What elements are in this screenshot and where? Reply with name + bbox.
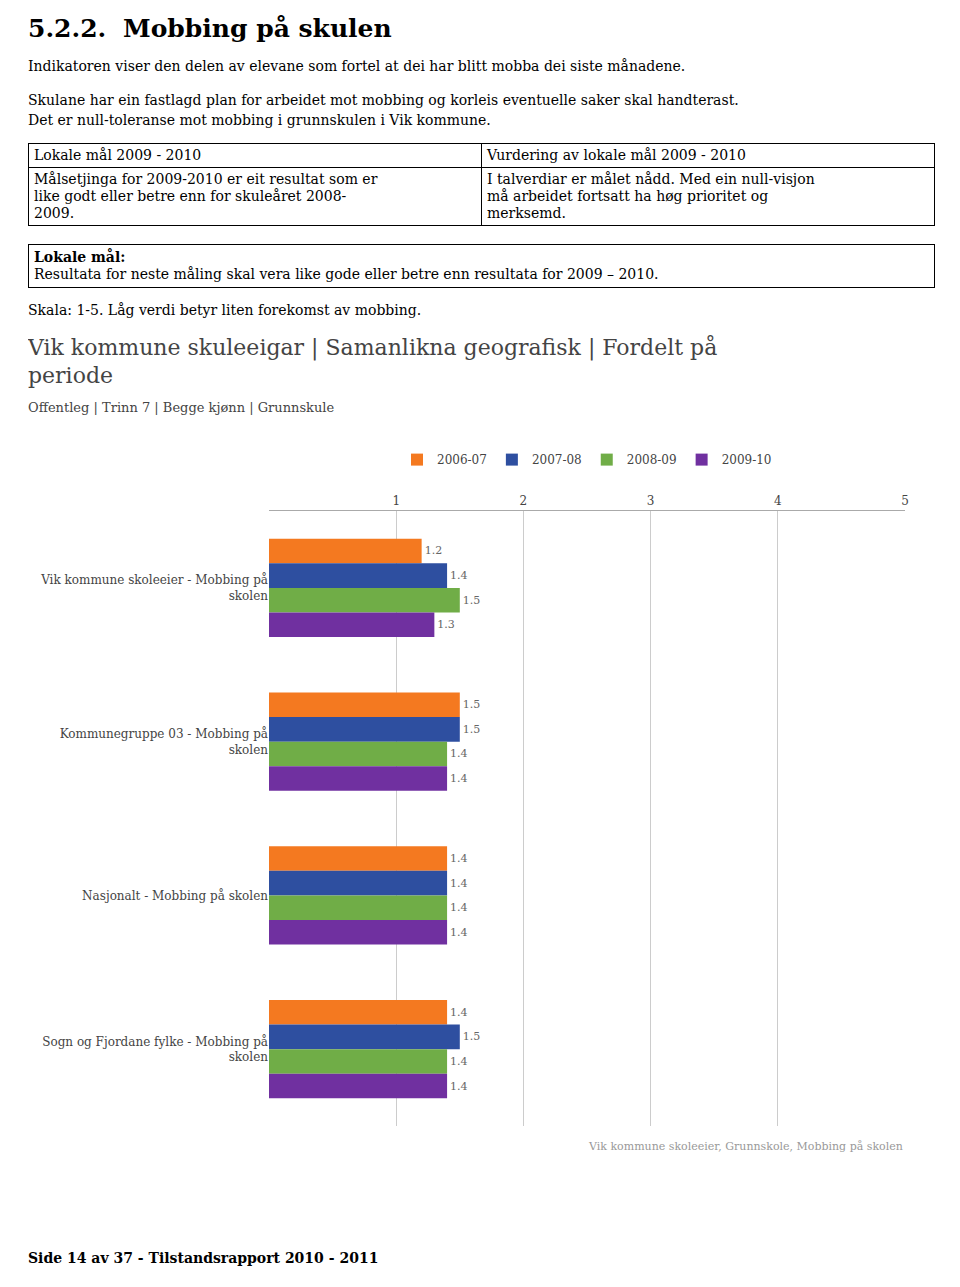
svg-text:1.4: 1.4 xyxy=(450,1006,468,1019)
svg-text:1.5: 1.5 xyxy=(463,594,481,607)
svg-text:1: 1 xyxy=(392,494,400,508)
html-text:Skulane har ein fastlagd plan: Skulane har ein fastlagd plan for arbeid… xyxy=(28,92,739,108)
svg-text:1.3: 1.3 xyxy=(437,618,455,631)
svg-text:1.4: 1.4 xyxy=(450,926,468,939)
svg-text:Kommunegruppe 03 - Mobbing pås: Kommunegruppe 03 - Mobbing påskolen xyxy=(60,726,269,757)
html-text:Målsetjinga for 2009-2010 er e: Målsetjinga for 2009-2010 er eit resulta… xyxy=(34,171,378,221)
svg-text:1.5: 1.5 xyxy=(463,1030,481,1043)
svg-text:2006-07: 2006-07 xyxy=(437,453,487,467)
svg-text:2: 2 xyxy=(520,494,528,508)
html-text:Vurdering av lokale mål 2009 -: Vurdering av lokale mål 2009 - 2010 xyxy=(487,147,746,163)
svg-text:2008-09: 2008-09 xyxy=(627,453,677,467)
html-text:Lokale mål 2009 - 2010: Lokale mål 2009 - 2010 xyxy=(34,147,202,163)
svg-text:1.5: 1.5 xyxy=(463,723,481,736)
html-text:Side 14 av 37 - Tilstandsrappo: Side 14 av 37 - Tilstandsrapport 2010 - … xyxy=(28,1250,379,1266)
svg-text:1.4: 1.4 xyxy=(450,877,468,890)
html-text:5.2.2.: 5.2.2. xyxy=(28,14,107,43)
svg-text:1.4: 1.4 xyxy=(450,747,468,760)
html-text:I talverdiar er målet nådd. Me: I talverdiar er målet nådd. Med ein null… xyxy=(487,171,815,221)
svg-text:Nasjonalt - Mobbing på skolen: Nasjonalt - Mobbing på skolen xyxy=(82,888,268,903)
html-text:Det er null-toleranse mot mobb: Det er null-toleranse mot mobbing i grun… xyxy=(28,112,491,128)
svg-text:1.2: 1.2 xyxy=(425,544,443,557)
svg-text:1.5: 1.5 xyxy=(463,698,481,711)
html-text:Indikatoren viser den delen av: Indikatoren viser den delen av elevane s… xyxy=(28,58,686,74)
svg-text:1.4: 1.4 xyxy=(450,1080,468,1093)
svg-text:1.4: 1.4 xyxy=(450,772,468,785)
svg-text:1.4: 1.4 xyxy=(450,1055,468,1068)
svg-text:2007-08: 2007-08 xyxy=(532,453,582,467)
svg-text:1.4: 1.4 xyxy=(450,852,468,865)
svg-text:3: 3 xyxy=(647,494,655,508)
svg-text:1.4: 1.4 xyxy=(450,569,468,582)
svg-text:Sogn og Fjordane fylke - Mobbi: Sogn og Fjordane fylke - Mobbing påskole… xyxy=(42,1034,268,1065)
svg-text:Vik kommune skuleeigar | Saman: Vik kommune skuleeigar | Samanlikna geog… xyxy=(28,334,717,415)
html-text:Skala: 1-5. Låg verdi betyr li: Skala: 1-5. Låg verdi betyr liten foreko… xyxy=(28,302,422,318)
html-text:Mobbing på skulen: Mobbing på skulen xyxy=(123,14,392,43)
svg-text:4: 4 xyxy=(774,494,782,508)
svg-text:5: 5 xyxy=(901,494,909,508)
html-text:Resultata for neste måling ska: Resultata for neste måling skal vera lik… xyxy=(34,266,659,282)
html-text:Lokale mål:: Lokale mål: xyxy=(34,249,126,265)
svg-text:2009-10: 2009-10 xyxy=(722,453,772,467)
svg-text:Vik kommune skoleeier, Grunnsk: Vik kommune skoleeier, Grunnskole, Mobbi… xyxy=(588,1140,903,1153)
svg-text:Vik kommune skoleeier - Mobbin: Vik kommune skoleeier - Mobbing påskolen xyxy=(40,572,268,603)
svg-text:1.4: 1.4 xyxy=(450,901,468,914)
